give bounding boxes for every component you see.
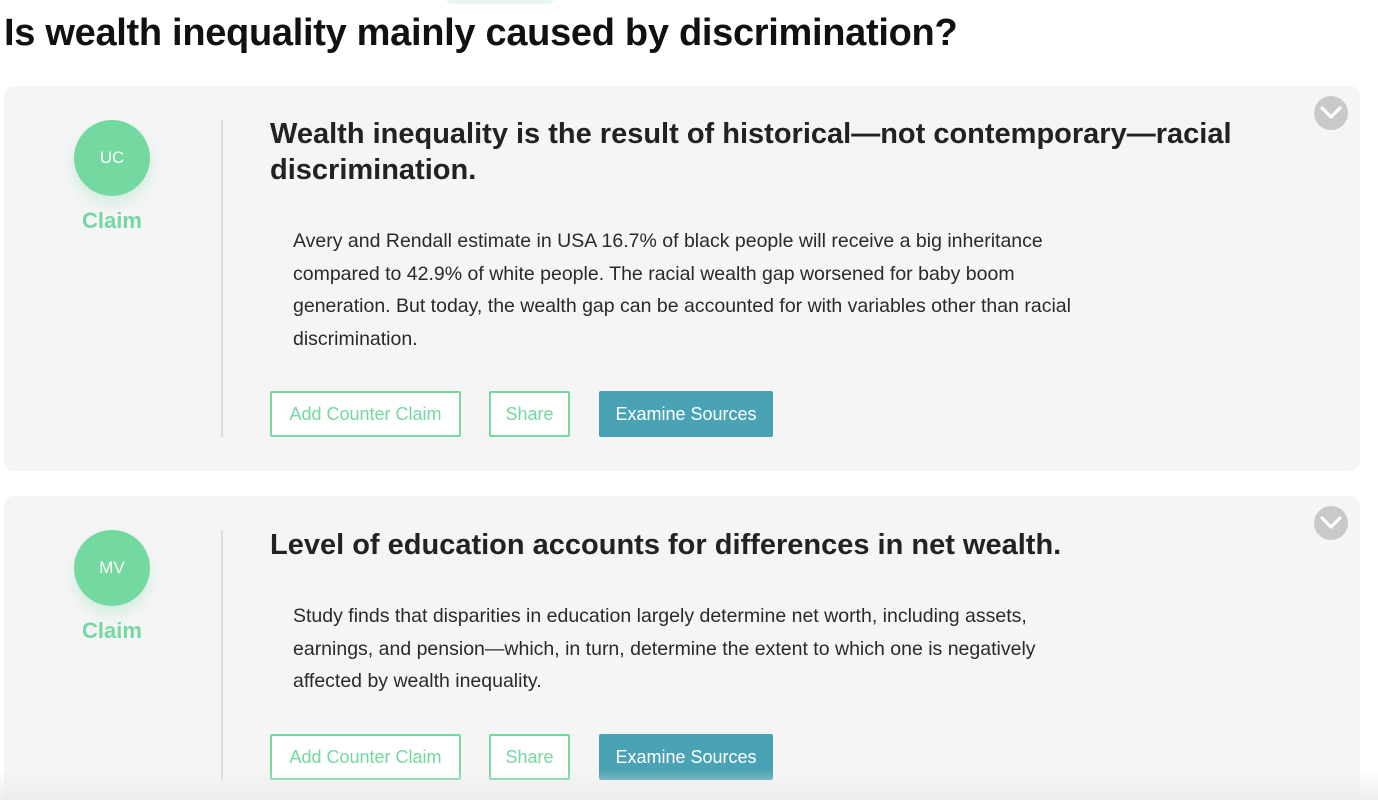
claim-type-label: Claim (82, 208, 142, 233)
author-avatar: UC (74, 120, 150, 196)
claim-body: Avery and Rendall estimate in USA 16.7% … (293, 230, 1071, 350)
vertical-divider (221, 120, 223, 437)
claim-actions: Add Counter Claim Share Examine Sources (270, 734, 773, 780)
share-button[interactable]: Share (489, 391, 570, 437)
page-title: Is wealth inequality mainly caused by di… (4, 12, 958, 54)
examine-sources-button[interactable]: Examine Sources (599, 734, 773, 780)
claim-actions: Add Counter Claim Share Examine Sources (270, 391, 773, 437)
add-counter-claim-button[interactable]: Add Counter Claim (270, 734, 461, 780)
claim-body: Study finds that disparities in educatio… (293, 605, 1036, 692)
claim-title: Level of education accounts for differen… (270, 529, 1062, 561)
claim-card: MV Claim Level of education accounts for… (4, 496, 1360, 800)
claim-card: UC Claim Wealth inequality is the result… (4, 86, 1360, 471)
claim-type-label: Claim (82, 618, 142, 643)
chevron-down-icon (1320, 516, 1342, 529)
examine-sources-button[interactable]: Examine Sources (599, 391, 773, 437)
add-counter-claim-button[interactable]: Add Counter Claim (270, 391, 461, 437)
vertical-divider (221, 530, 223, 780)
share-button[interactable]: Share (489, 734, 570, 780)
collapse-button[interactable] (1314, 506, 1348, 540)
claim-title: Wealth inequality is the result of histo… (270, 118, 1232, 186)
top-tab-edge (445, 0, 555, 4)
chevron-down-icon (1320, 106, 1342, 119)
author-avatar: MV (74, 530, 150, 606)
collapse-button[interactable] (1314, 96, 1348, 130)
